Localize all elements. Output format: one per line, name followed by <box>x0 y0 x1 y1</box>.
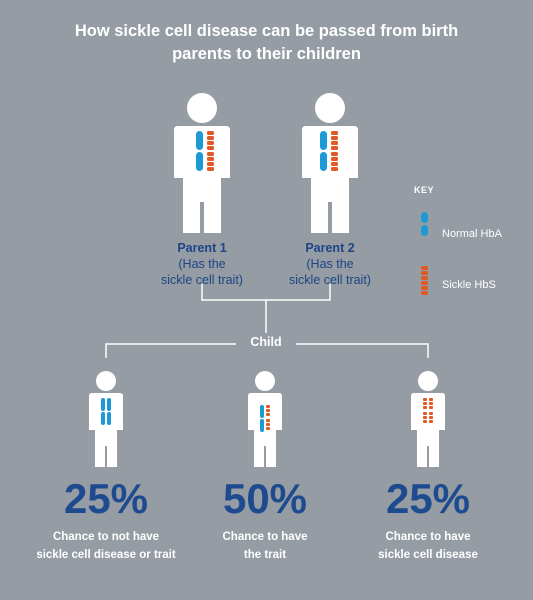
parent-2-name: Parent 2 <box>305 241 355 255</box>
hbs-chromosome <box>331 131 338 171</box>
hba-chromosome <box>320 131 327 150</box>
title-line-2: parents to their children <box>172 45 361 63</box>
title-line-1: How sickle cell disease can be passed fr… <box>74 22 459 40</box>
hbs-chromosome <box>207 131 214 171</box>
child-3-description: Chance to have sickle cell disease <box>338 528 518 564</box>
hba-chromosome <box>196 131 203 150</box>
body <box>174 126 230 233</box>
desc-line: Chance to not have <box>52 531 160 543</box>
hbs-chromosome <box>423 398 427 423</box>
connector-lines <box>105 284 429 358</box>
child-3-percent: 25% <box>385 475 471 522</box>
body <box>248 393 282 467</box>
head <box>96 371 116 391</box>
head <box>255 371 275 391</box>
child-3-chromosomes <box>423 398 433 423</box>
page-title: How sickle cell disease can be passed fr… <box>0 20 533 66</box>
parent-1-note-line-1: (Has the <box>178 257 226 271</box>
hba-chromosome <box>196 152 203 171</box>
parent-1-label: Parent 1 (Has the sickle cell trait) <box>132 240 272 288</box>
parent-1-note-line-2: sickle cell trait) <box>161 273 243 287</box>
child-1-percent: 25% <box>63 475 149 522</box>
child-2-percent: 50% <box>222 475 308 522</box>
parent-1-figure <box>174 93 230 233</box>
hbs-chromosome <box>429 398 433 423</box>
parent-2-label: Parent 2 (Has the sickle cell trait) <box>260 240 400 288</box>
child-1-figure <box>89 371 123 467</box>
child-bracket <box>105 343 429 358</box>
body <box>411 393 445 467</box>
parent-1-name: Parent 1 <box>177 241 227 255</box>
key-sickle-label: Sickle HbS <box>442 279 496 291</box>
hba-chromosome <box>101 412 105 425</box>
key-normal-label: Normal HbA <box>442 228 502 240</box>
hba-chromosome <box>260 419 264 432</box>
body <box>89 393 123 467</box>
parent-1-chromosomes <box>196 131 214 171</box>
child-2-chromosomes <box>260 405 270 432</box>
hba-chromosome <box>260 405 264 418</box>
parent-2-note-line-1: (Has the <box>306 257 354 271</box>
child-1-description: Chance to not have sickle cell disease o… <box>16 528 196 564</box>
child-3-figure <box>411 371 445 467</box>
head <box>315 93 345 123</box>
child-2-description: Chance to have the trait <box>175 528 355 564</box>
hbs-chromosome <box>266 405 270 430</box>
head <box>187 93 217 123</box>
child-2-figure <box>248 371 282 467</box>
body <box>302 126 358 233</box>
parent-2-chromosomes <box>320 131 338 171</box>
key-title: KEY <box>414 185 435 195</box>
desc-line: sickle cell disease or trait <box>36 549 176 561</box>
child-label: Child <box>236 333 296 351</box>
key-normal-hba-icon <box>421 212 428 236</box>
hba-chromosome <box>107 398 111 411</box>
desc-line: Chance to have <box>385 531 471 543</box>
desc-line: the trait <box>243 549 287 561</box>
parent-2-note-line-2: sickle cell trait) <box>289 273 371 287</box>
parent-2-figure <box>302 93 358 233</box>
hba-chromosome <box>101 398 105 411</box>
child-1-chromosomes <box>101 398 111 425</box>
desc-line: sickle cell disease <box>378 549 478 561</box>
hba-chromosome <box>320 152 327 171</box>
head <box>418 371 438 391</box>
hba-chromosome <box>107 412 111 425</box>
key-sickle-hbs-icon <box>421 266 428 295</box>
desc-line: Chance to have <box>222 531 308 543</box>
